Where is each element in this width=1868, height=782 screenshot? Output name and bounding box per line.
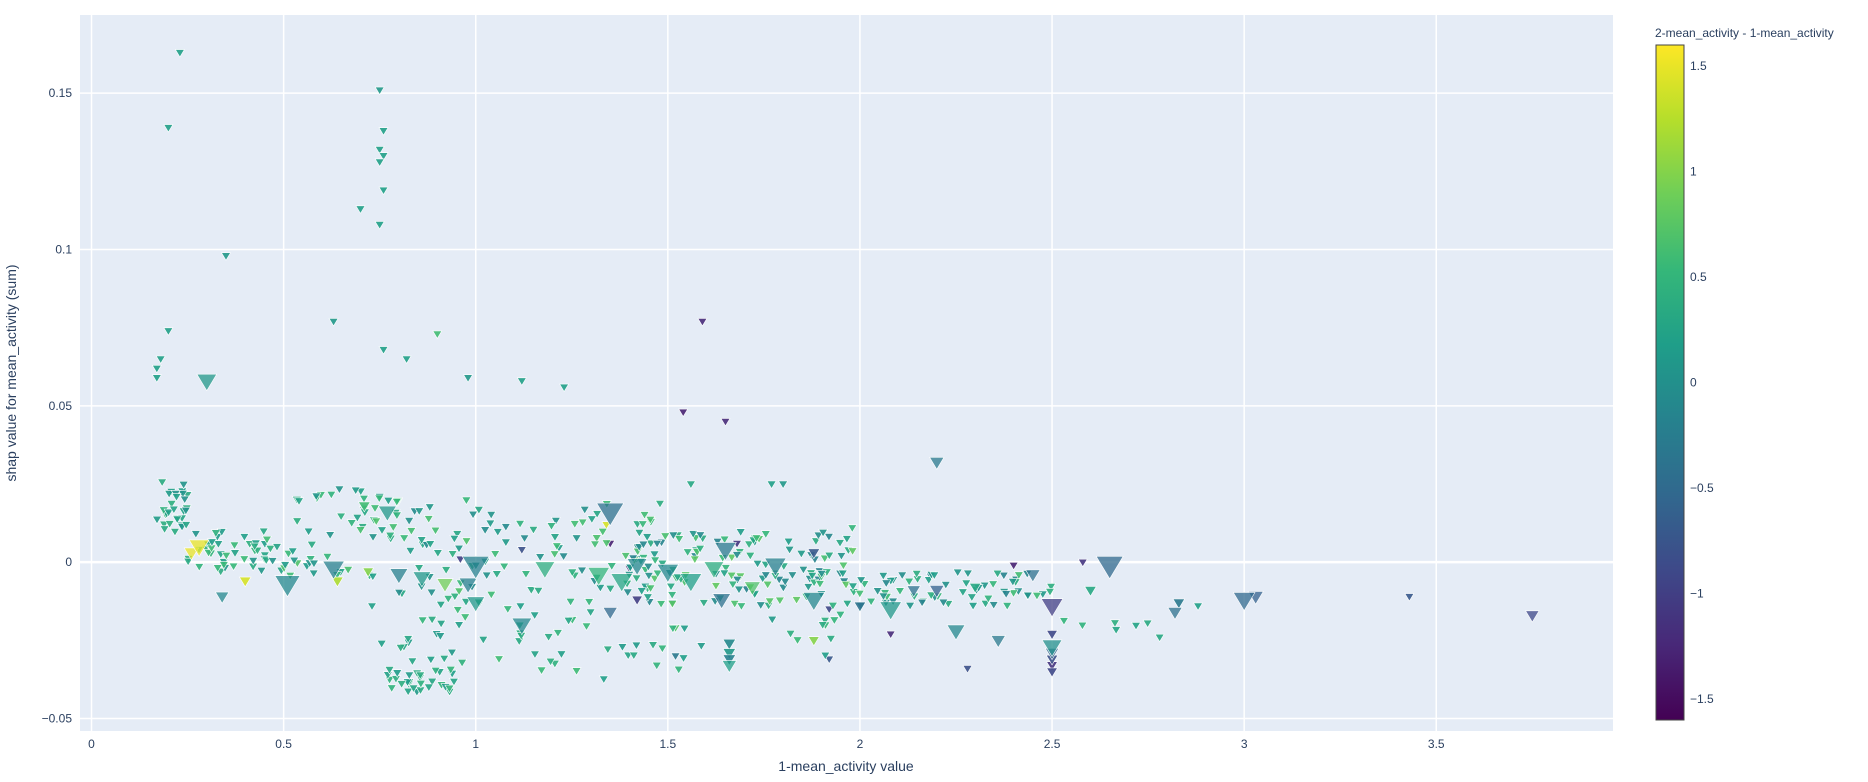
- x-tick-label: 1: [472, 737, 479, 751]
- y-axis-ticks: −0.05 0 0.05 0.1 0.15: [42, 86, 73, 725]
- colorbar-tick-label: 0.5: [1690, 270, 1707, 284]
- y-tick-label: 0: [65, 555, 72, 569]
- colorbar-tick-label: 1: [1690, 165, 1697, 179]
- colorbar-ticks: 1.5 1 0.5 0 −0.5 −1 −1.5: [1690, 59, 1714, 706]
- colorbar-gradient: [1656, 45, 1684, 720]
- y-tick-label: 0.1: [55, 242, 72, 256]
- colorbar-title: 2-mean_activity - 1-mean_activity: [1655, 26, 1834, 40]
- colorbar-tick-label: −1.5: [1690, 692, 1714, 706]
- colorbar-tick-label: 1.5: [1690, 59, 1707, 73]
- y-tick-label: 0.15: [49, 86, 73, 100]
- x-tick-label: 1.5: [659, 737, 676, 751]
- x-axis-ticks: 0 0.5 1 1.5 2 2.5 3 3.5: [88, 737, 1445, 751]
- x-tick-label: 0: [88, 737, 95, 751]
- colorbar-tick-label: −1: [1690, 586, 1704, 600]
- x-tick-label: 3: [1241, 737, 1248, 751]
- colorbar: 2-mean_activity - 1-mean_activity 1.5 1 0.…: [1655, 26, 1834, 720]
- x-tick-label: 2: [857, 737, 864, 751]
- colorbar-tick-label: 0: [1690, 376, 1697, 390]
- y-tick-label: −0.05: [42, 711, 73, 725]
- colorbar-tick-label: −0.5: [1690, 481, 1714, 495]
- x-tick-label: 0.5: [275, 737, 292, 751]
- plot-background: [80, 15, 1613, 731]
- y-axis-title: shap value for mean_activity (sum): [3, 264, 19, 481]
- x-axis-title: 1-mean_activity value: [778, 758, 914, 774]
- y-tick-label: 0.05: [49, 399, 73, 413]
- x-tick-label: 2.5: [1044, 737, 1061, 751]
- x-tick-label: 3.5: [1428, 737, 1445, 751]
